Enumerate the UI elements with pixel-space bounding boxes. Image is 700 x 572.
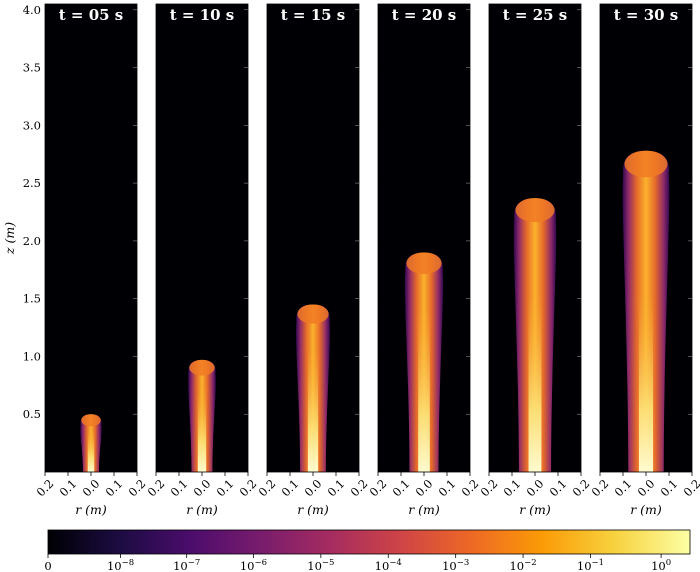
plume-cap (515, 198, 555, 223)
x-axis-label: r (m) (519, 502, 551, 517)
plume-core (528, 292, 542, 472)
panel-4: t = 20 s0.2 0.1 0.0 0.1 0.2r (m) (367, 3, 481, 517)
colorbar-tick-label: 10−3 (442, 558, 469, 572)
panel-title: t = 25 s (503, 6, 567, 24)
plume-core (307, 346, 319, 472)
x-tick-label: 0.1 (168, 477, 191, 500)
colorbar-tick-label: 10−7 (173, 558, 200, 572)
colorbar-tick-label: 10−5 (307, 558, 334, 572)
colorbar-tick-label: 0 (44, 559, 51, 572)
colorbar-tick-label: 10−1 (577, 558, 604, 572)
x-tick-label: 0.2 (589, 477, 612, 500)
panel-1: t = 05 s0.2 0.1 0.0 0.1 0.2r (m) (34, 3, 148, 517)
x-tick-label: 0.0 (80, 477, 103, 500)
x-axis-label: r (m) (186, 502, 218, 517)
plume-cap (297, 304, 329, 324)
panel-title: t = 30 s (614, 6, 678, 24)
x-tick-label: 0.1 (547, 477, 570, 500)
x-tick-label: 0.1 (279, 477, 302, 500)
panel-title: t = 10 s (170, 6, 234, 24)
colorbar-tick-label: 100 (651, 558, 671, 572)
x-tick-label: 0.1 (103, 477, 126, 500)
x-tick-label: 0.1 (658, 477, 681, 500)
x-tick-label: 0.1 (214, 477, 237, 500)
plume-core (197, 387, 207, 472)
x-tick-label: 0.0 (302, 477, 325, 500)
panel-title: t = 05 s (59, 6, 123, 24)
y-axis: 0.5 1.0 1.5 2.0 2.5 3.0 3.5 4.0 (23, 3, 41, 421)
panels-layer: t = 05 s0.2 0.1 0.0 0.1 0.2r (m)t = 10 s0.2 0… (34, 3, 700, 517)
x-tick-label: 0.1 (612, 477, 635, 500)
y-tick-label: 1.0 (23, 349, 41, 363)
y-tick-label: 3.5 (23, 61, 41, 75)
plume-core (87, 428, 95, 472)
x-tick-label: 0.0 (524, 477, 547, 500)
x-tick-label: 0.1 (390, 477, 413, 500)
x-axis-label: r (m) (408, 502, 440, 517)
x-tick-label: 0.0 (413, 477, 436, 500)
x-tick-label: 0.1 (501, 477, 524, 500)
x-tick-label: 0.2 (145, 477, 168, 500)
x-tick-label: 0.2 (256, 477, 279, 500)
x-axis-label: r (m) (75, 502, 107, 517)
colorbar-tick-label: 10−4 (375, 558, 402, 572)
panel-6: t = 30 s0.2 0.1 0.0 0.1 0.2r (m) (589, 3, 700, 517)
panel-3: t = 15 s0.2 0.1 0.0 0.1 0.2r (m) (256, 3, 370, 517)
panel-2: t = 10 s0.2 0.1 0.0 0.1 0.2r (m) (145, 3, 259, 517)
x-tick-label: 0.1 (325, 477, 348, 500)
colorbar-tick-label: 10−8 (107, 558, 134, 572)
x-tick-label: 0.2 (34, 477, 57, 500)
x-tick-label: 0.2 (478, 477, 501, 500)
y-tick-label: 3.0 (23, 118, 41, 132)
x-tick-label: 0.2 (681, 477, 700, 500)
colorbar-gradient (47, 529, 691, 555)
x-axis-label: r (m) (630, 502, 662, 517)
x-tick-label: 0.0 (635, 477, 658, 500)
plume-cap (406, 252, 442, 275)
colorbar-tick-label: 10−6 (240, 558, 267, 572)
plume-cap (624, 150, 668, 178)
panel-background (45, 4, 137, 472)
plume-core (638, 292, 654, 472)
x-tick-label: 0.2 (367, 477, 390, 500)
y-tick-label: 2.0 (23, 234, 41, 248)
x-tick-label: 0.1 (436, 477, 459, 500)
y-tick-label: 2.5 (23, 176, 41, 190)
panel-5: t = 25 s0.2 0.1 0.0 0.1 0.2r (m) (478, 3, 592, 517)
plume-cap (189, 359, 215, 376)
panel-title: t = 20 s (392, 6, 456, 24)
plume-core (418, 307, 430, 472)
colorbar: 0 10−8 10−7 10−6 10−5 10−4 10−3 10−2 10−1 100 (44, 529, 691, 572)
panel-title: t = 15 s (281, 6, 345, 24)
colorbar-tick-label: 10−2 (509, 558, 536, 572)
y-tick-label: 0.5 (23, 407, 41, 421)
x-tick-label: 0.0 (191, 477, 214, 500)
plume-cap (81, 414, 101, 427)
y-tick-label: 4.0 (23, 3, 41, 17)
x-tick-label: 0.1 (57, 477, 80, 500)
y-tick-label: 1.5 (23, 292, 41, 306)
y-axis-label: z (m) (2, 222, 17, 255)
x-axis-label: r (m) (297, 502, 329, 517)
